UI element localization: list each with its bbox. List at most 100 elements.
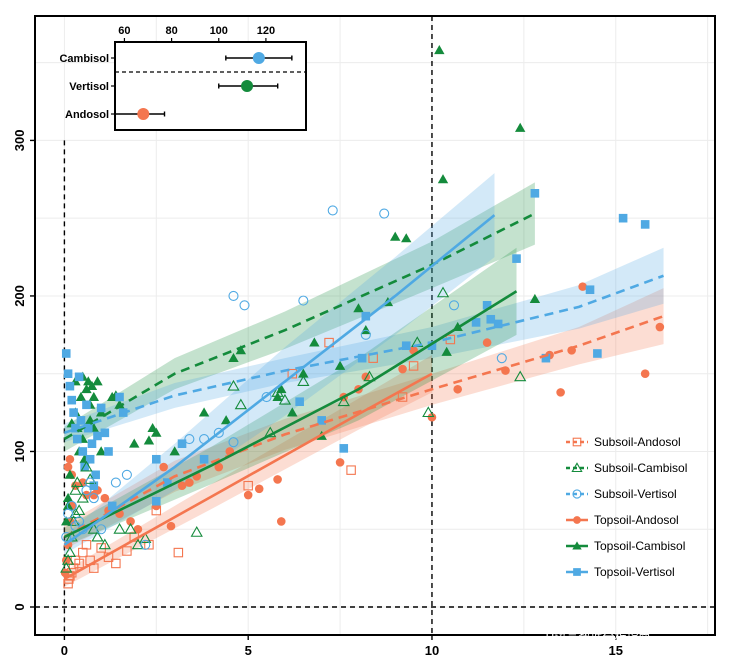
data-point [422,406,435,418]
data-point [309,337,320,347]
data-point [441,346,452,356]
data-point [61,516,72,526]
data-point [335,458,345,467]
data-point [92,376,103,386]
data-point [169,446,180,456]
data-point [69,408,78,417]
data-point [585,285,595,295]
data-point [434,45,445,55]
data-point [76,416,86,425]
data-point [110,477,121,488]
data-point [61,554,75,565]
data-point [276,517,286,526]
data-point [353,303,364,313]
data-point [64,469,76,479]
data-point [360,329,371,340]
data-point [401,341,411,351]
data-point [190,526,203,537]
inset-row-label: Vertisol [69,81,109,93]
data-point [541,353,551,363]
data-point [83,423,93,433]
fit-line-topsoil-cambisol [63,290,518,539]
data-point [76,491,89,503]
data-point [298,368,309,378]
data-point [436,286,450,298]
data-point [91,530,104,542]
inset-tick-label: 100 [210,25,228,37]
data-point [357,353,367,363]
confidence-bands [64,173,664,587]
data-point [98,538,111,550]
data-point [80,462,89,472]
data-point [397,392,408,402]
data-point [63,462,73,472]
data-point [122,546,132,556]
data-point [618,213,628,223]
data-point [556,388,565,397]
data-point [60,561,73,573]
data-point [88,493,99,504]
data-point [327,205,338,216]
data-point [486,314,496,324]
data-point [346,465,356,475]
data-point [199,454,209,464]
axes: 0 5 10 15 0 100 200 300 [12,130,623,658]
data-point [514,122,526,132]
band-subsoil-vertisol [64,247,664,443]
legend-label: Topsoil-Cambisol [594,539,685,553]
data-point [213,427,224,438]
fit-lines [63,212,664,581]
data-point [234,398,247,410]
data-point [67,395,77,405]
data-point [298,295,309,306]
data-point [151,427,162,437]
data-point [514,370,527,382]
data-point [91,470,100,480]
data-point [126,517,135,526]
inset-mean-point [137,108,150,120]
data-point [228,352,239,363]
data-point [185,478,194,487]
data-point [121,469,132,480]
data-point [254,484,264,494]
data-point [496,353,507,364]
data-point [482,300,492,310]
data-point [74,372,84,382]
legend-key-marker [572,541,582,550]
data-point [88,391,100,401]
data-point [427,412,437,422]
data-point [95,446,107,456]
data-point [198,407,210,417]
y-tick-label: 100 [12,441,27,463]
data-point [72,434,82,444]
data-point [113,522,126,534]
data-point [273,475,282,484]
fit-line-topsoil-andosol [63,372,433,581]
reference-lines [35,16,715,635]
data-point [512,254,521,263]
data-point [239,300,250,311]
fit-line-subsoil-andosol [63,314,664,539]
data-point [379,208,390,219]
fit-line-subsoil-cambisol [63,212,536,441]
band-topsoil-cambisol [64,247,517,547]
data-point [390,231,401,241]
data-point [276,384,287,394]
inset-row-label: Andosol [65,109,109,121]
data-point [74,558,84,569]
fit-line-subsoil-vertisol [63,274,664,435]
data-point [655,322,665,332]
legend: Subsoil-Andosol Subsoil-Cambisol Subsoil-V… [566,435,687,579]
data-point [228,290,239,301]
data-point [278,393,292,405]
data-point [159,462,168,472]
x-tick-label: 10 [425,643,439,658]
watermark: R语言数据分析指南 [546,629,651,644]
data-point [86,380,98,391]
data-point [427,341,437,351]
data-points [60,45,665,589]
data-point [493,319,503,329]
data-point [72,504,86,516]
data-point [81,540,92,550]
data-point [81,384,92,394]
